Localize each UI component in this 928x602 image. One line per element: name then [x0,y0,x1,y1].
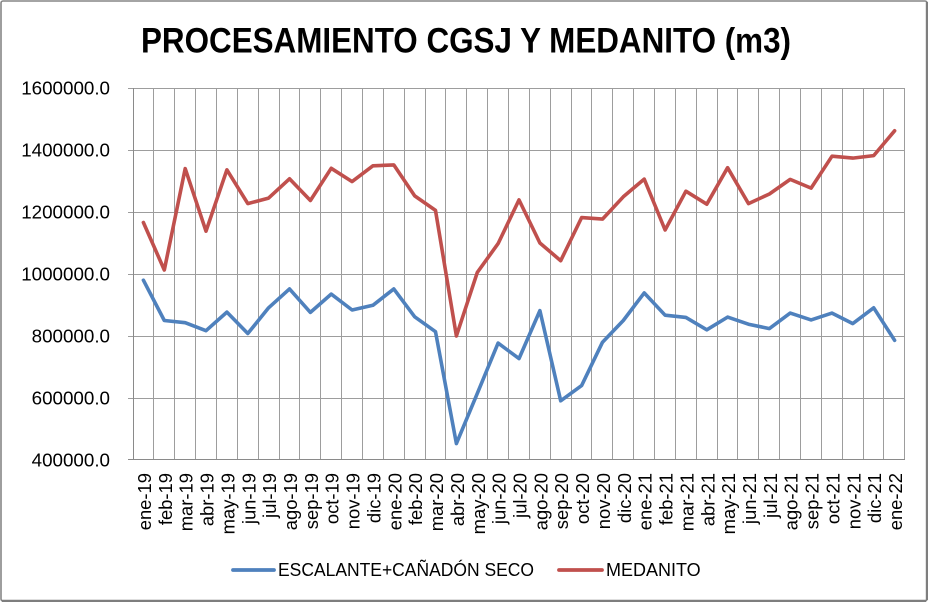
svg-text:dic-21: dic-21 [864,473,885,523]
svg-text:jun-19: jun-19 [238,473,259,525]
svg-text:jul-20: jul-20 [510,473,531,519]
svg-text:feb-21: feb-21 [656,473,677,525]
svg-text:1000000.0: 1000000.0 [21,264,110,285]
svg-text:abr-20: abr-20 [447,473,468,526]
svg-text:mar-20: mar-20 [426,473,447,531]
svg-text:nov-21: nov-21 [843,473,864,529]
svg-text:abr-19: abr-19 [197,473,218,526]
svg-text:oct-21: oct-21 [823,473,844,524]
svg-text:MEDANITO: MEDANITO [606,560,701,580]
svg-text:jun-21: jun-21 [739,473,760,525]
svg-text:ago-19: ago-19 [280,473,301,530]
svg-text:ene-21: ene-21 [635,473,656,530]
svg-text:jul-19: jul-19 [259,473,280,519]
svg-text:1200000.0: 1200000.0 [21,202,110,223]
svg-text:1400000.0: 1400000.0 [21,140,110,161]
svg-text:nov-19: nov-19 [343,473,364,529]
svg-text:feb-19: feb-19 [155,473,176,525]
svg-text:sep-20: sep-20 [551,473,572,529]
svg-text:nov-20: nov-20 [593,473,614,529]
svg-text:may-20: may-20 [468,473,489,534]
svg-text:600000.0: 600000.0 [32,388,110,409]
svg-text:jul-21: jul-21 [760,473,781,519]
svg-text:dic-19: dic-19 [363,473,384,523]
svg-text:ene-22: ene-22 [885,473,906,530]
svg-text:sep-19: sep-19 [301,473,322,529]
svg-text:1600000.0: 1600000.0 [21,78,110,99]
svg-text:sep-21: sep-21 [802,473,823,529]
svg-text:ESCALANTE+CAÑADÓN SECO: ESCALANTE+CAÑADÓN SECO [278,559,534,580]
svg-text:ene-19: ene-19 [134,473,155,530]
svg-text:may-21: may-21 [718,473,739,534]
svg-text:jun-20: jun-20 [489,473,510,525]
svg-text:feb-20: feb-20 [405,473,426,525]
svg-text:may-19: may-19 [217,473,238,534]
svg-text:ago-20: ago-20 [530,473,551,530]
svg-text:PROCESAMIENTO CGSJ Y MEDANITO: PROCESAMIENTO CGSJ Y MEDANITO (m3) [141,22,791,61]
svg-text:400000.0: 400000.0 [32,450,110,471]
svg-text:ene-20: ene-20 [384,473,405,530]
svg-text:ago-21: ago-21 [781,473,802,530]
svg-text:mar-19: mar-19 [176,473,197,531]
svg-text:mar-21: mar-21 [676,473,697,531]
svg-text:oct-20: oct-20 [572,473,593,524]
svg-text:oct-19: oct-19 [322,473,343,524]
svg-text:800000.0: 800000.0 [32,326,110,347]
svg-text:dic-20: dic-20 [614,473,635,523]
svg-text:abr-21: abr-21 [697,473,718,526]
